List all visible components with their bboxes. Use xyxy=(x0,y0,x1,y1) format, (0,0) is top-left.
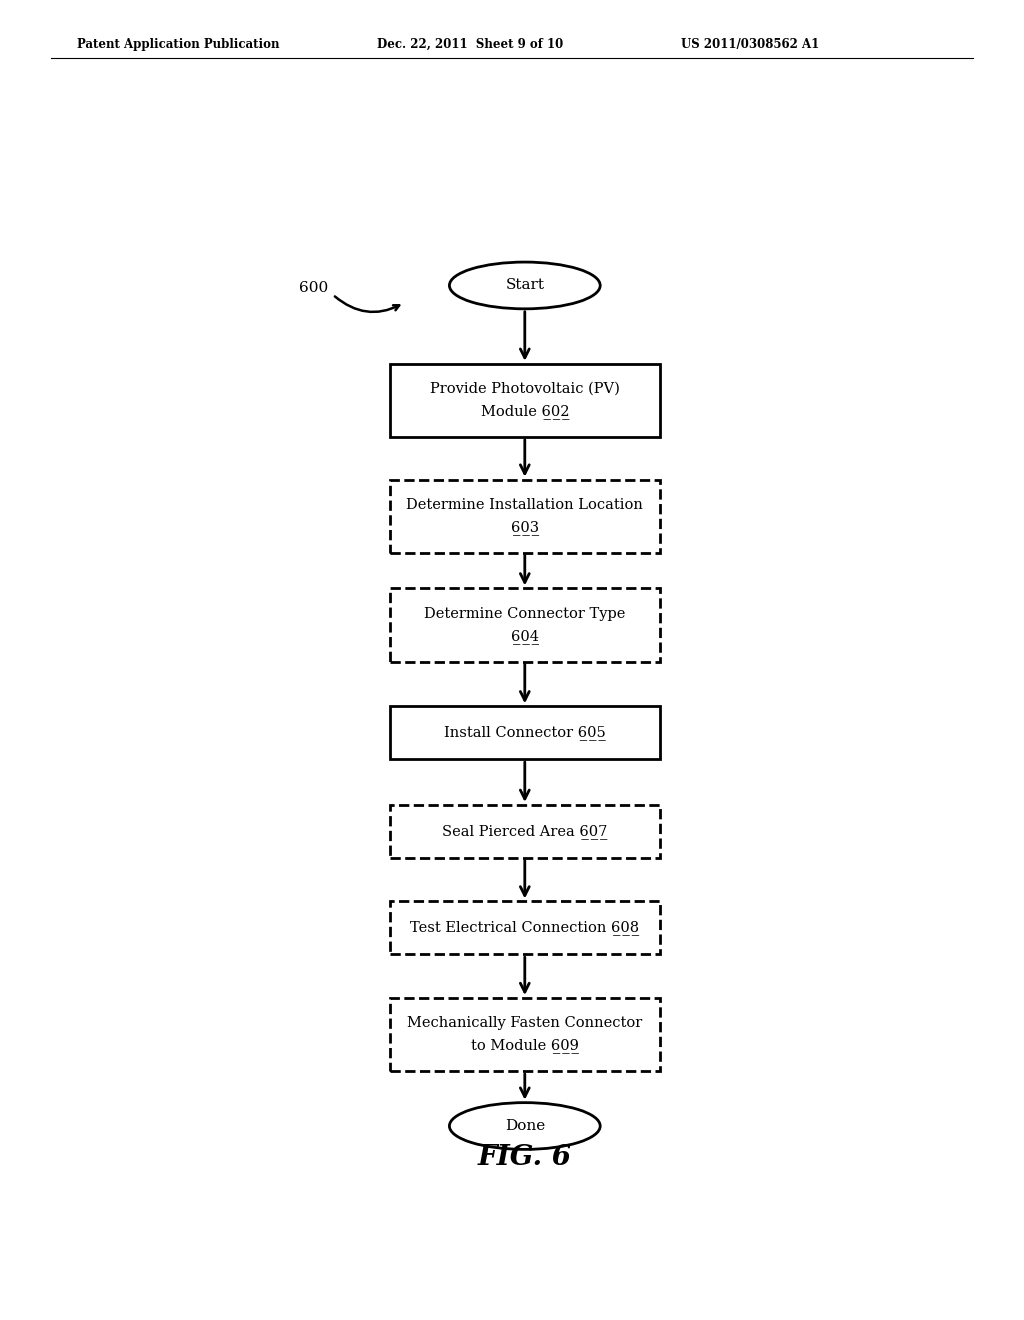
FancyBboxPatch shape xyxy=(390,706,659,759)
Text: 600: 600 xyxy=(299,281,328,296)
Text: Mechanically Fasten Connector: Mechanically Fasten Connector xyxy=(408,1016,642,1031)
FancyBboxPatch shape xyxy=(390,998,659,1071)
Text: US 2011/0308562 A1: US 2011/0308562 A1 xyxy=(681,38,819,51)
FancyBboxPatch shape xyxy=(390,902,659,954)
Text: Determine Installation Location: Determine Installation Location xyxy=(407,498,643,512)
Text: Seal Pierced Area 6̲0̲7̲: Seal Pierced Area 6̲0̲7̲ xyxy=(442,824,607,838)
Text: Dec. 22, 2011  Sheet 9 of 10: Dec. 22, 2011 Sheet 9 of 10 xyxy=(377,38,563,51)
FancyBboxPatch shape xyxy=(390,479,659,553)
Text: Provide Photovoltaic (PV): Provide Photovoltaic (PV) xyxy=(430,381,620,396)
FancyBboxPatch shape xyxy=(390,805,659,858)
FancyBboxPatch shape xyxy=(390,589,659,661)
Text: Start: Start xyxy=(505,279,545,293)
FancyBboxPatch shape xyxy=(390,364,659,437)
Text: Install Connector 6̲0̲5̲: Install Connector 6̲0̲5̲ xyxy=(444,725,605,741)
Text: Done: Done xyxy=(505,1119,545,1133)
Text: to Module 6̲0̲9̲: to Module 6̲0̲9̲ xyxy=(471,1039,579,1053)
Text: Test Electrical Connection 6̲0̲8̲: Test Electrical Connection 6̲0̲8̲ xyxy=(411,920,639,936)
Ellipse shape xyxy=(450,263,600,309)
Ellipse shape xyxy=(450,1102,600,1150)
Text: Determine Connector Type: Determine Connector Type xyxy=(424,607,626,620)
Text: 6̲0̲4̲: 6̲0̲4̲ xyxy=(511,628,539,644)
Text: 6̲0̲3̲: 6̲0̲3̲ xyxy=(511,520,539,535)
Text: FIG. 6: FIG. 6 xyxy=(478,1143,571,1171)
Text: Patent Application Publication: Patent Application Publication xyxy=(77,38,280,51)
Text: Module 6̲0̲2̲: Module 6̲0̲2̲ xyxy=(480,404,569,418)
